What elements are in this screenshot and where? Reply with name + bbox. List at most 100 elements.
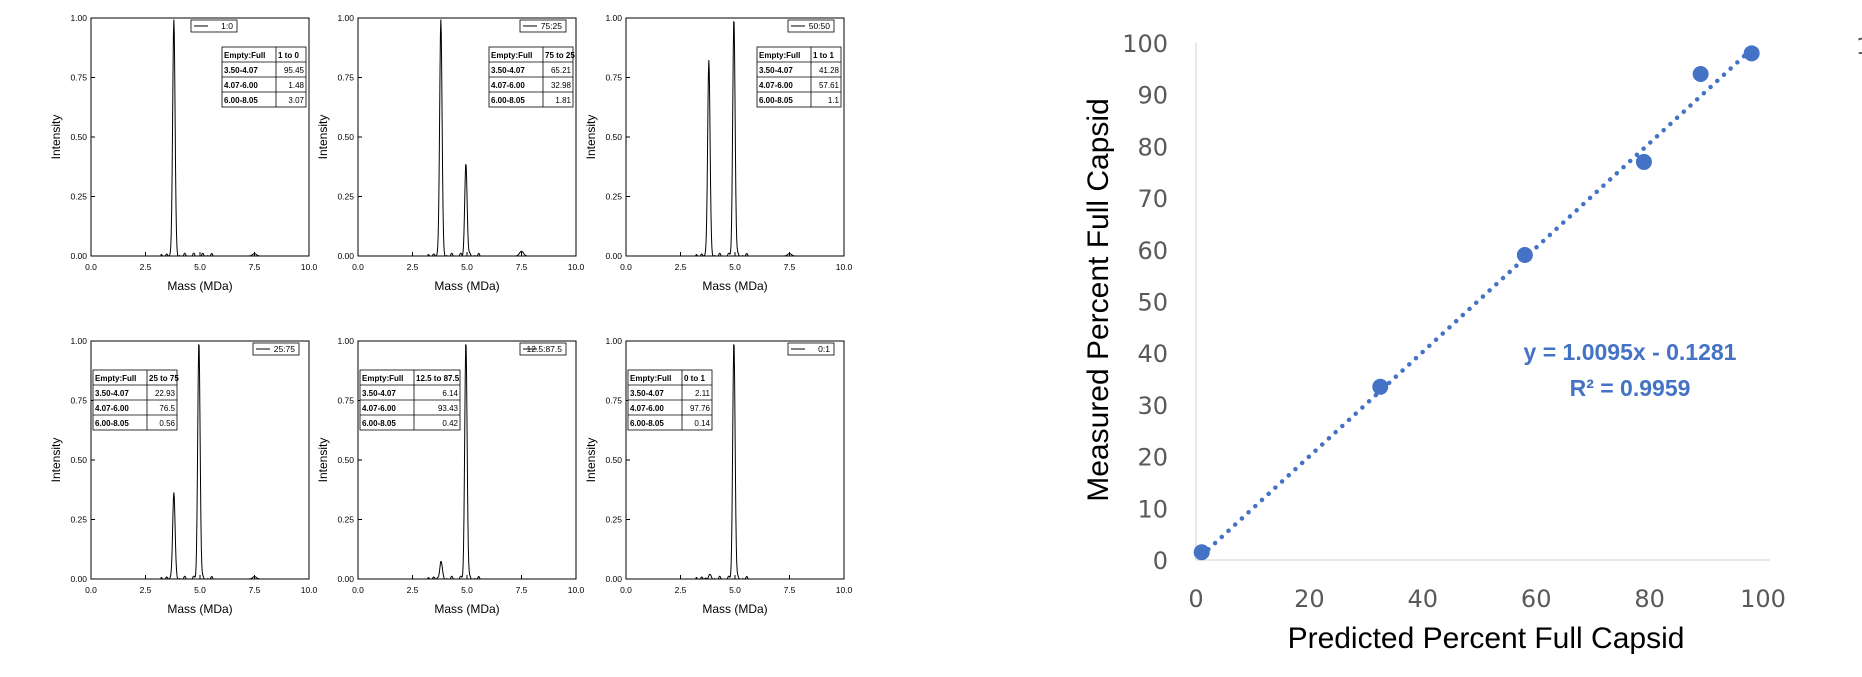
composition-table: Empty:Full 1 to 1 3.50-4.07 41.28 4.07-6.00 5… <box>756 46 842 108</box>
table-header-cell: Empty:Full <box>362 374 403 383</box>
data-point-6 <box>1743 45 1760 62</box>
x-tick-label: 2.5 <box>675 262 687 272</box>
x-tick-label: 7.5 <box>249 262 261 272</box>
y-tick-label: 0.25 <box>605 515 622 525</box>
y-axis-label: Intensity <box>584 438 598 483</box>
y-tick-label: 60 <box>1137 237 1168 265</box>
table-range-cell: 6.00-8.05 <box>491 96 525 105</box>
data-point-3 <box>1516 246 1533 263</box>
data-point-2 <box>1372 378 1389 395</box>
x-tick-label: 60 <box>1521 585 1552 613</box>
y-tick-label: 0.00 <box>70 251 87 261</box>
legend-box <box>519 342 567 356</box>
table-header-cell: 75 to 25 <box>545 51 575 60</box>
y-tick-label: 0.50 <box>337 132 354 142</box>
x-tick-label: 5.0 <box>729 585 741 595</box>
table-value-cell: 0.42 <box>442 419 458 428</box>
table-range-cell: 4.07-6.00 <box>630 404 664 413</box>
histogram-panel-4: 0.00 0.25 0.50 0.75 1.00 0.0 2.5 5.0 7.5 10.0 Mass… <box>49 336 318 616</box>
histogram-panel-6: 0.00 0.25 0.50 0.75 1.00 0.0 2.5 5.0 7.5 10.0 Mass… <box>584 336 853 616</box>
table-value-cell: 1.48 <box>288 81 304 90</box>
x-tick-label: 0.0 <box>85 585 97 595</box>
y-tick-label: 0.75 <box>70 396 87 406</box>
histogram-panel-3: 0.00 0.25 0.50 0.75 1.00 0.0 2.5 5.0 7.5 10.0 Mass… <box>584 13 853 293</box>
y-axis-label: Intensity <box>584 115 598 160</box>
y-tick-label: 20 <box>1137 444 1168 472</box>
table-header-cell: Empty:Full <box>630 374 671 383</box>
table-value-cell: 32.98 <box>551 81 572 90</box>
legend-box <box>787 342 835 356</box>
regression-equation: y = 1.0095x - 0.1281 <box>1524 339 1737 365</box>
x-tick-label: 0.0 <box>352 262 364 272</box>
x-tick-label: 5.0 <box>729 262 741 272</box>
table-range-cell: 6.00-8.05 <box>224 96 258 105</box>
x-axis-label: Mass (MDa) <box>434 602 499 616</box>
y-tick-label: 0.25 <box>337 515 354 525</box>
x-tick-label: 5.0 <box>461 585 473 595</box>
y-tick-label: 0.75 <box>605 396 622 406</box>
y-tick-label: 50 <box>1137 289 1168 317</box>
table-header-cell: Empty:Full <box>759 51 800 60</box>
y-tick-label: 1.00 <box>337 336 354 346</box>
y-tick-label: 40 <box>1137 340 1168 368</box>
r-squared-label: R² = 0.9959 <box>1570 375 1691 401</box>
y-tick-label: 1.00 <box>70 13 87 23</box>
y-tick-label: 0.25 <box>70 515 87 525</box>
y-axis-label: Intensity <box>49 115 63 160</box>
legend: 75:25 <box>519 19 567 33</box>
table-value-cell: 0.14 <box>694 419 710 428</box>
y-tick-label: 80 <box>1137 133 1168 161</box>
table-range-cell: 3.50-4.07 <box>95 389 129 398</box>
table-range-cell: 3.50-4.07 <box>362 389 396 398</box>
trendline <box>1199 46 1754 558</box>
x-tick-label: 7.5 <box>784 585 796 595</box>
table-value-cell: 22.93 <box>155 389 176 398</box>
edge-label: 1 <box>1856 35 1862 60</box>
mass-histogram-grid: 0.00 0.25 0.50 0.75 1.00 0.0 2.5 5.0 7.5 10.0 Mass… <box>0 0 880 677</box>
table-range-cell: 4.07-6.00 <box>95 404 129 413</box>
x-tick-label: 10.0 <box>836 262 853 272</box>
table-header-cell: Empty:Full <box>491 51 532 60</box>
x-tick-label: 80 <box>1634 585 1665 613</box>
table-value-cell: 93.43 <box>438 404 459 413</box>
y-tick-label: 1.00 <box>605 13 622 23</box>
y-tick-label: 0.75 <box>337 73 354 83</box>
table-value-cell: 65.21 <box>551 66 572 75</box>
data-point-1 <box>1193 544 1210 561</box>
scatter-chart: 0 10 20 30 40 50 60 70 80 90 100 0 20 40 60 80 100 Predic… <box>1060 0 1862 677</box>
scatter-svg: 0 10 20 30 40 50 60 70 80 90 100 0 20 40 60 80 100 Predic… <box>1082 30 1862 655</box>
table-range-cell: 6.00-8.05 <box>759 96 793 105</box>
y-tick-label: 30 <box>1137 392 1168 420</box>
table-value-cell: 97.76 <box>690 404 711 413</box>
y-tick-label: 0.75 <box>70 73 87 83</box>
table-value-cell: 6.14 <box>442 389 458 398</box>
y-axis-label: Intensity <box>49 438 63 483</box>
x-tick-label: 10.0 <box>568 262 585 272</box>
table-value-cell: 2.11 <box>695 389 711 398</box>
table-header-cell: Empty:Full <box>95 374 136 383</box>
table-header-cell: 12.5 to 87.5 <box>416 374 460 383</box>
y-tick-label: 0.25 <box>605 192 622 202</box>
composition-table: Empty:Full 1 to 0 3.50-4.07 95.45 4.07-6.00 1… <box>221 46 307 108</box>
x-tick-label: 10.0 <box>301 262 318 272</box>
composition-table: Empty:Full 75 to 25 3.50-4.07 65.21 4.07-6.0… <box>488 46 575 108</box>
y-tick-label: 1.00 <box>70 336 87 346</box>
x-axis-label: Mass (MDa) <box>702 279 767 293</box>
table-range-cell: 4.07-6.00 <box>759 81 793 90</box>
table-range-cell: 4.07-6.00 <box>362 404 396 413</box>
legend-box <box>787 19 835 33</box>
table-header-cell: 0 to 1 <box>684 374 705 383</box>
x-tick-label: 10.0 <box>568 585 585 595</box>
table-value-cell: 95.45 <box>284 66 305 75</box>
x-tick-label: 2.5 <box>140 585 152 595</box>
table-range-cell: 4.07-6.00 <box>224 81 258 90</box>
x-tick-label: 0 <box>1188 585 1203 613</box>
table-header-cell: 25 to 75 <box>149 374 179 383</box>
y-tick-label: 0.50 <box>337 455 354 465</box>
x-tick-label: 0.0 <box>620 262 632 272</box>
y-tick-label: 0.50 <box>605 455 622 465</box>
data-point-4 <box>1635 153 1652 170</box>
x-tick-label: 0.0 <box>85 262 97 272</box>
table-value-cell: 3.07 <box>288 96 304 105</box>
table-value-cell: 57.61 <box>819 81 840 90</box>
